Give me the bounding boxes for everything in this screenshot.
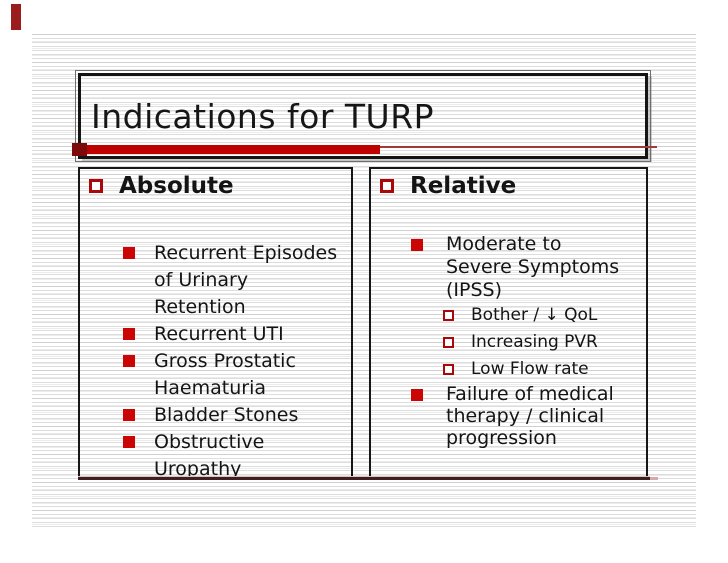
list-item-text: Recurrent Episodes of Urinary Retention	[154, 242, 338, 318]
relative-header-label: Relative	[410, 173, 517, 199]
list-item-text: Failure of medical therapy / clinical pr…	[446, 383, 614, 449]
list-item-text: Moderate to Severe Symptoms (IPSS)	[446, 233, 620, 301]
sub-list-item-text: Low Flow rate	[471, 359, 589, 379]
title-box: Indications for TURP	[75, 70, 651, 162]
filled-square-bullet-icon	[123, 409, 135, 421]
list-item: Recurrent Episodes of Urinary Retention	[123, 240, 351, 321]
bottom-rule-tail	[650, 477, 658, 480]
sub-list-item-text: Bother / ↓ QoL	[471, 305, 598, 325]
sub-bullet-list: Bother / ↓ QoL Increasing PVR Low Flow r…	[443, 302, 647, 383]
list-item-text: Bladder Stones	[154, 404, 299, 426]
bottom-rule-highlight	[78, 476, 650, 477]
sub-list-item-text: Increasing PVR	[471, 332, 598, 352]
sub-list-item: Low Flow rate	[443, 356, 647, 383]
hollow-square-bullet-icon	[443, 337, 454, 348]
relative-panel: Relative Moderate to Severe Symptoms (IP…	[369, 167, 648, 478]
list-item: Obstructive Uropathy	[123, 429, 351, 483]
absolute-bullet-list: Recurrent Episodes of Urinary Retention …	[123, 240, 351, 483]
hollow-square-bullet-icon	[89, 179, 103, 193]
list-item: Moderate to Severe Symptoms (IPSS)	[411, 233, 647, 302]
title-underline-end-cap	[72, 143, 87, 156]
filled-square-bullet-icon	[123, 247, 135, 259]
bottom-rule-line	[78, 477, 650, 480]
hollow-square-bullet-icon	[443, 364, 454, 375]
relative-bullet-list: Moderate to Severe Symptoms (IPSS) Bothe…	[411, 233, 647, 449]
hollow-square-bullet-icon	[443, 310, 454, 321]
pinstripe-background	[32, 34, 696, 528]
list-item: Failure of medical therapy / clinical pr…	[411, 383, 647, 449]
list-item-text: Gross Prostatic Haematuria	[154, 350, 296, 399]
filled-square-bullet-icon	[123, 328, 135, 340]
sub-list-item: Bother / ↓ QoL	[443, 302, 647, 329]
title-underline-bar	[73, 145, 380, 154]
list-item: Bladder Stones	[123, 402, 351, 429]
filled-square-bullet-icon	[411, 389, 423, 401]
title-rule-thin-line	[376, 146, 657, 148]
list-item: Gross Prostatic Haematuria	[123, 348, 351, 402]
list-item-text: Recurrent UTI	[154, 323, 284, 345]
hollow-square-bullet-icon	[380, 179, 394, 193]
corner-accent-bar	[11, 4, 21, 30]
absolute-panel-header: Absolute	[89, 172, 234, 200]
filled-square-bullet-icon	[123, 436, 135, 448]
slide-title: Indications for TURP	[91, 97, 435, 136]
sub-list-item: Increasing PVR	[443, 329, 647, 356]
absolute-panel: Absolute Recurrent Episodes of Urinary R…	[78, 167, 353, 480]
filled-square-bullet-icon	[123, 355, 135, 367]
list-item-text: Obstructive Uropathy	[154, 431, 265, 480]
list-item: Recurrent UTI	[123, 321, 351, 348]
absolute-header-label: Absolute	[119, 173, 234, 199]
filled-square-bullet-icon	[411, 239, 423, 251]
relative-panel-header: Relative	[380, 172, 516, 200]
